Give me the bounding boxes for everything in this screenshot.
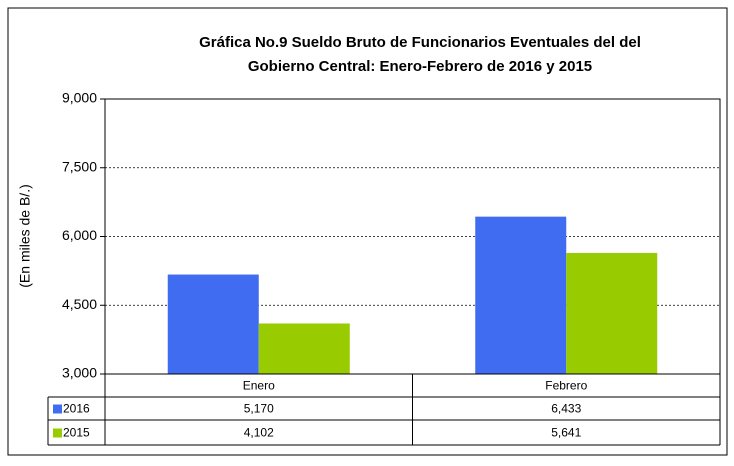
legend-label: 2016	[63, 402, 90, 416]
x-tick-label: Febrero	[545, 379, 587, 393]
bar	[167, 274, 259, 374]
y-tick-label: 9,000	[62, 90, 97, 106]
legend-swatch	[53, 428, 62, 438]
y-tick-label: 3,000	[62, 365, 97, 381]
bar	[475, 216, 567, 374]
bar	[566, 252, 658, 374]
y-tick-label: 4,500	[62, 296, 97, 312]
y-axis-label: (En miles de B/.)	[17, 184, 33, 287]
chart-title: Gobierno Central: Enero-Febrero de 2016 …	[248, 58, 592, 75]
y-tick-label: 7,500	[62, 158, 97, 174]
data-label: 4,102	[244, 426, 274, 440]
chart-frame	[7, 7, 728, 456]
data-label: 6,433	[551, 402, 581, 416]
x-tick-label: Enero	[243, 379, 275, 393]
chart-title: Gráfica No.9 Sueldo Bruto de Funcionario…	[199, 34, 641, 51]
data-label: 5,641	[551, 426, 581, 440]
data-label: 5,170	[244, 402, 274, 416]
legend-swatch	[53, 404, 62, 414]
y-tick-label: 6,000	[62, 227, 97, 243]
legend-label: 2015	[63, 426, 90, 440]
bar	[258, 323, 350, 374]
